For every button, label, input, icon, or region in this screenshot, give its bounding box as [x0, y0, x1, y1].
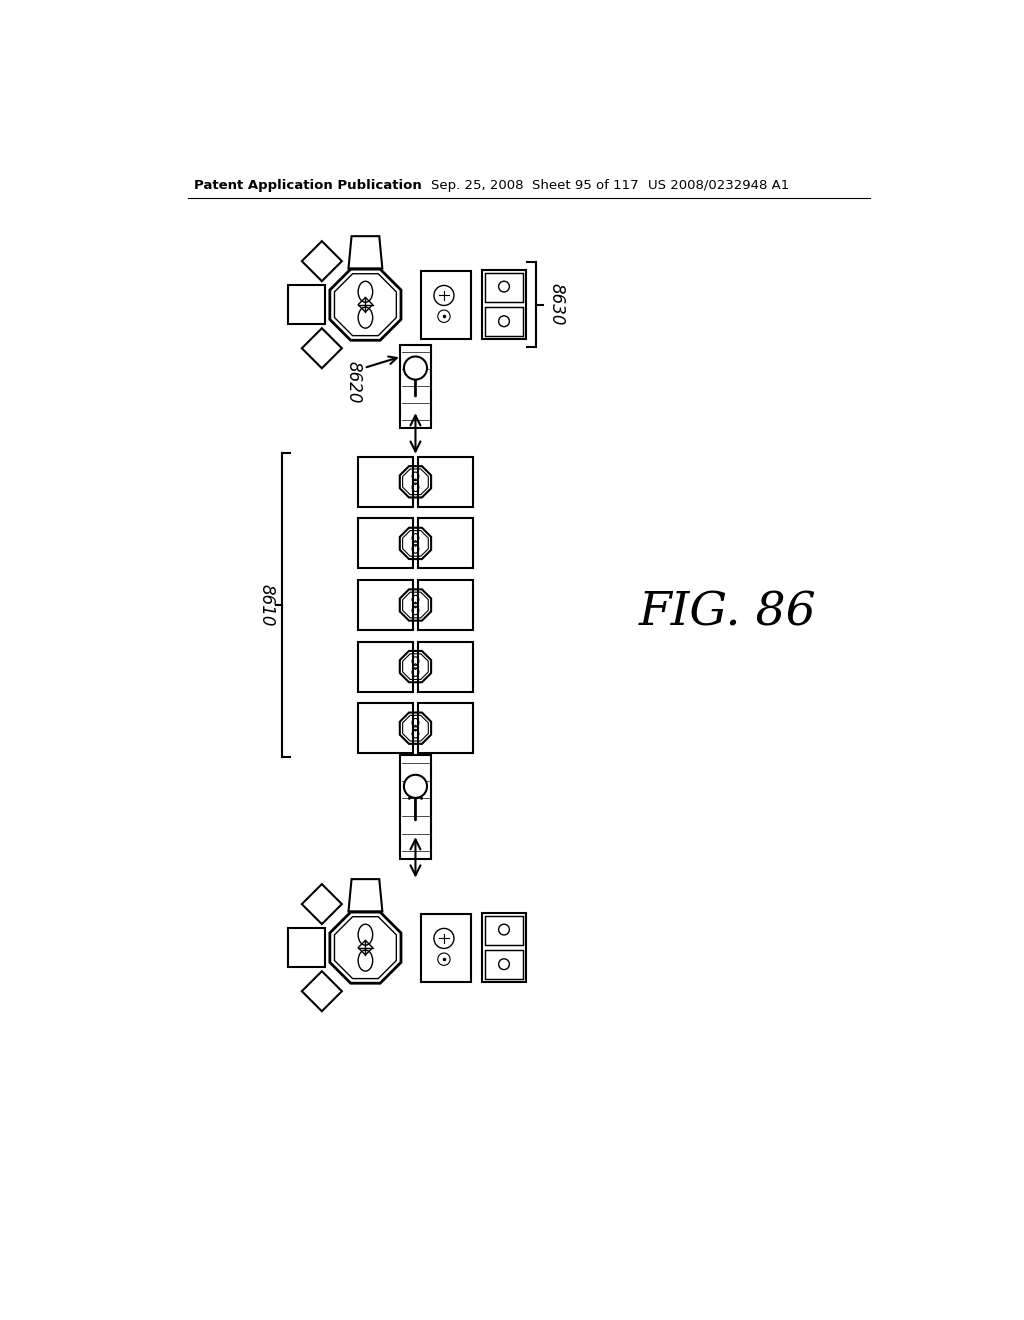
Bar [484, 273, 523, 302]
Bar [357, 704, 413, 754]
Bar [484, 308, 523, 337]
Bar [418, 457, 473, 507]
Bar [357, 457, 413, 507]
Text: FIG. 86: FIG. 86 [639, 590, 816, 635]
Bar [418, 519, 473, 569]
Circle shape [403, 356, 427, 380]
Text: 8630: 8630 [547, 284, 565, 326]
Bar [357, 579, 413, 630]
Bar [289, 285, 326, 323]
Text: Sep. 25, 2008  Sheet 95 of 117: Sep. 25, 2008 Sheet 95 of 117 [431, 178, 639, 191]
Bar [400, 755, 431, 859]
Bar [484, 916, 523, 945]
Bar [484, 950, 523, 979]
Bar [400, 345, 431, 428]
Text: Patent Application Publication: Patent Application Publication [194, 178, 422, 191]
Bar [418, 704, 473, 754]
Bar [357, 642, 413, 692]
Bar [421, 913, 471, 982]
Circle shape [403, 775, 427, 797]
Text: 8610: 8610 [258, 583, 275, 626]
Bar [481, 913, 526, 982]
Bar [418, 642, 473, 692]
Bar [418, 579, 473, 630]
Text: 8620: 8620 [345, 360, 362, 403]
Bar [289, 928, 326, 966]
Bar [357, 519, 413, 569]
Text: US 2008/0232948 A1: US 2008/0232948 A1 [648, 178, 790, 191]
Bar [481, 271, 526, 339]
Bar [421, 271, 471, 339]
